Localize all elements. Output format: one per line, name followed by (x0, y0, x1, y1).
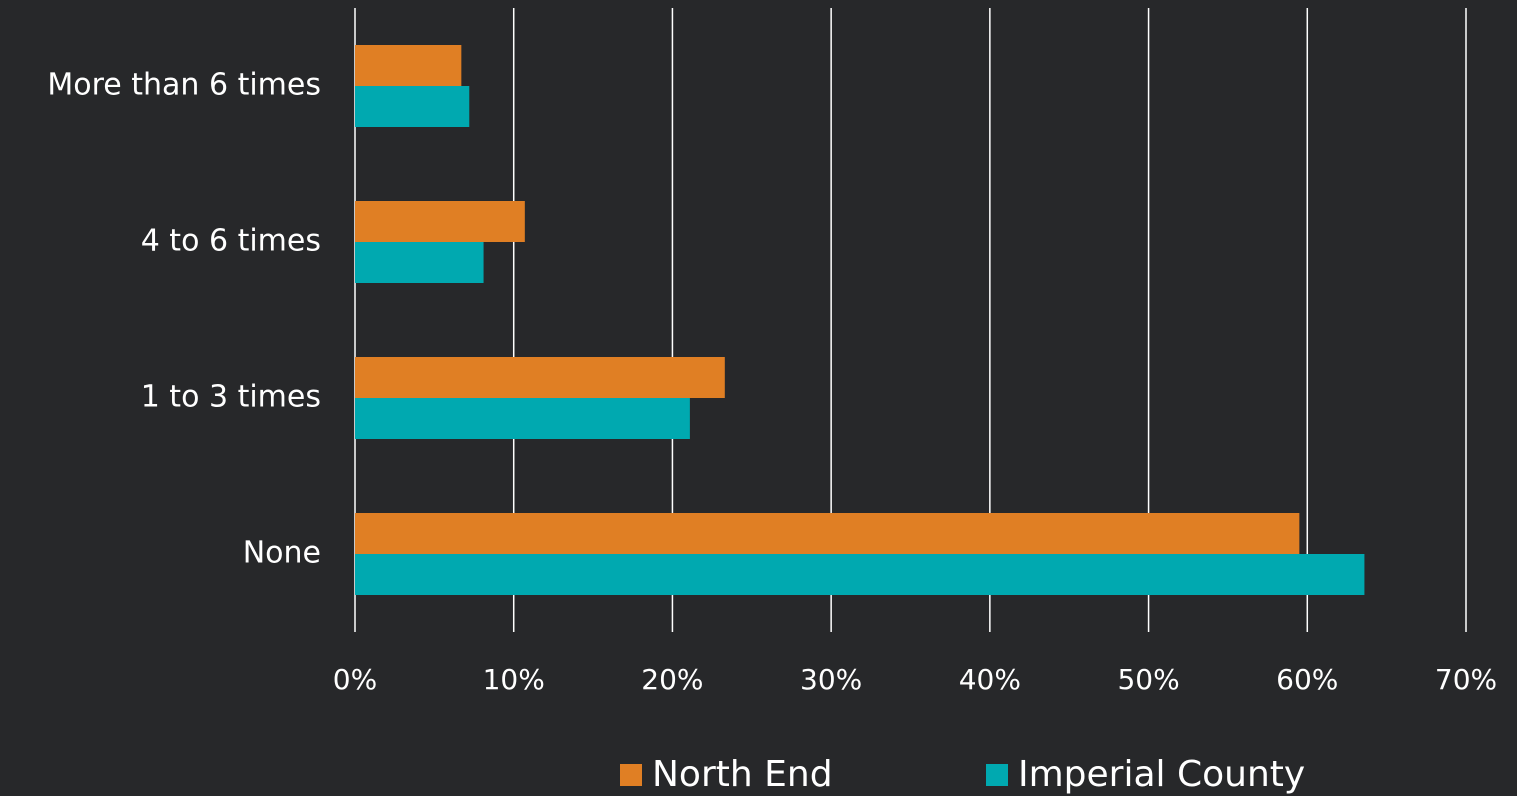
y-tick-label: More than 6 times (47, 68, 321, 103)
x-tick-label: 40% (959, 663, 1021, 696)
bar (355, 242, 484, 283)
bar (355, 201, 525, 242)
bar (355, 513, 1300, 554)
y-tick-label: 1 to 3 times (141, 380, 321, 415)
legend-swatch (620, 764, 642, 786)
y-tick-label: 4 to 6 times (141, 224, 321, 259)
bar (355, 86, 470, 127)
bar (355, 357, 725, 398)
bar (355, 398, 690, 439)
x-tick-label: 50% (1117, 663, 1179, 696)
x-tick-label: 20% (641, 663, 703, 696)
x-tick-label: 70% (1435, 663, 1497, 696)
bar (355, 554, 1365, 595)
bar (355, 45, 462, 86)
x-tick-label: 10% (483, 663, 545, 696)
legend-label: North End (652, 754, 833, 795)
x-tick-label: 30% (800, 663, 862, 696)
x-tick-label: 60% (1276, 663, 1338, 696)
legend-label: Imperial County (1018, 754, 1305, 795)
y-tick-label: None (243, 536, 321, 571)
legend-swatch (986, 764, 1008, 786)
x-tick-label: 0% (333, 663, 377, 696)
